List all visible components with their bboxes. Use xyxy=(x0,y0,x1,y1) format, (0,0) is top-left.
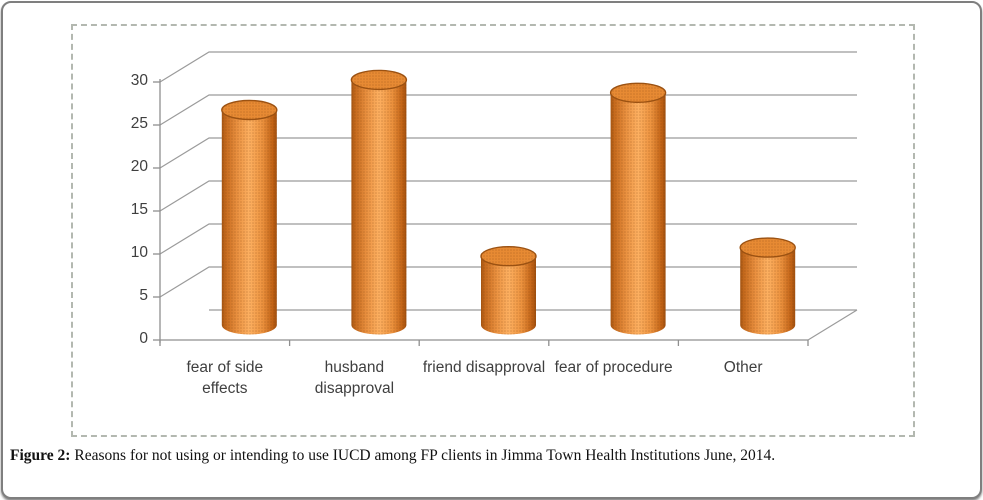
figure-caption-text: Reasons for not using or intending to us… xyxy=(74,447,776,464)
bar-top-texture xyxy=(740,238,796,258)
bar-cylinder xyxy=(609,82,667,335)
y-tick-label: 0 xyxy=(139,330,148,347)
bar-texture xyxy=(221,110,277,335)
bar-texture xyxy=(351,79,407,335)
bar-texture xyxy=(481,256,536,335)
bar-top-texture xyxy=(351,70,407,90)
y-tick-label: 10 xyxy=(130,244,148,261)
y-tick-label: 5 xyxy=(139,287,148,304)
bars xyxy=(221,69,796,335)
bar-top-texture xyxy=(481,246,536,266)
gridline xyxy=(159,51,857,83)
bar-cylinder xyxy=(739,237,796,335)
bar-cylinder xyxy=(350,69,408,335)
bar-top-texture xyxy=(221,100,277,120)
bar-top-texture xyxy=(610,83,666,103)
x-category-label: fear of side effects xyxy=(186,359,264,398)
bar-cylinder xyxy=(480,246,537,335)
bar-texture xyxy=(740,247,796,335)
chart-panel xyxy=(71,24,915,437)
y-tick-label: 30 xyxy=(130,72,148,89)
y-tick-label: 20 xyxy=(130,158,148,175)
figure-caption: Figure 2: Reasons for not using or intend… xyxy=(10,447,970,465)
x-category-label: husband disapproval xyxy=(314,359,395,398)
x-category-label: friend disapproval xyxy=(422,359,546,376)
y-tick-label: 15 xyxy=(130,201,148,218)
x-category-label: fear of procedure xyxy=(554,359,673,376)
bar-texture xyxy=(610,92,666,335)
x-category-label: Other xyxy=(723,359,763,376)
y-tick-label: 25 xyxy=(130,115,148,132)
bar-cylinder xyxy=(221,99,278,335)
figure-caption-label: Figure 2: xyxy=(10,447,71,464)
axes xyxy=(153,79,809,346)
